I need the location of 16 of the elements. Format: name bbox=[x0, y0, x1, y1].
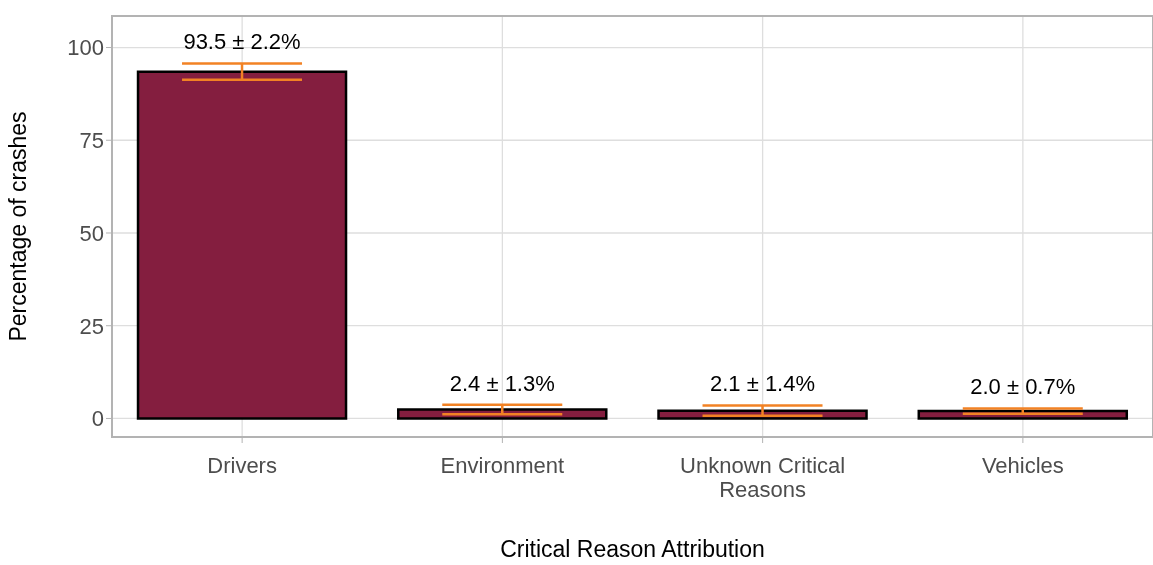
x-tick-label: Drivers bbox=[207, 452, 277, 478]
x-tick-label: Vehicles bbox=[981, 452, 1064, 478]
data-label: 93.5 ± 2.2% bbox=[183, 29, 301, 55]
y-tick-label: 75 bbox=[79, 128, 104, 154]
y-tick-label: 100 bbox=[67, 35, 104, 61]
y-tick-label: 25 bbox=[79, 313, 104, 339]
y-axis-title: Percentage of crashes bbox=[5, 111, 32, 342]
y-tick-label: 50 bbox=[79, 220, 104, 246]
x-axis-title: Critical Reason Attribution bbox=[500, 536, 765, 562]
x-tick-label: Environment bbox=[440, 452, 565, 478]
y-tick-label: 0 bbox=[91, 406, 104, 432]
data-label: 2.4 ± 1.3% bbox=[449, 370, 555, 396]
bar bbox=[136, 70, 348, 420]
data-label: 2.0 ± 0.7% bbox=[970, 374, 1076, 400]
x-tick-label: Unknown Critical Reasons bbox=[680, 452, 846, 502]
data-label: 2.1 ± 1.4% bbox=[710, 371, 816, 397]
